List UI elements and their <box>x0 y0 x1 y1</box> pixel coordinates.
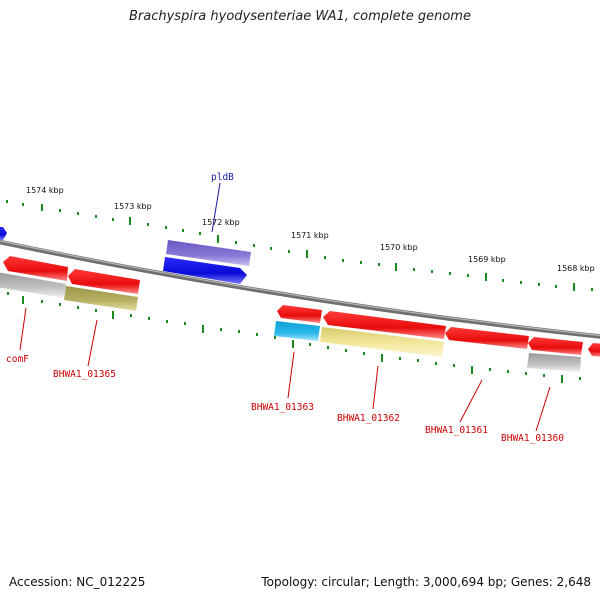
gene-BHWA1_01363-feature[interactable] <box>274 321 320 341</box>
gene-label-pldB[interactable]: pldB <box>211 172 234 183</box>
gene-label-BHWA1_01365[interactable]: BHWA1_01365 <box>53 369 116 380</box>
genome-summary-text: Topology: circular; Length: 3,000,694 bp… <box>261 575 591 589</box>
gene-BHWA1_01363-arrow[interactable] <box>277 305 322 323</box>
gene-arrow[interactable] <box>0 227 7 240</box>
ruler-label-1574: 1574 kbp <box>26 186 64 195</box>
gene-BHWA1_01365-feature[interactable] <box>64 286 138 311</box>
ruler-label-1573: 1573 kbp <box>114 202 152 211</box>
gene-BHWA1_01362-feature[interactable] <box>320 327 444 357</box>
gene-arrow-edge[interactable] <box>588 343 600 357</box>
ruler-label-1568: 1568 kbp <box>557 264 595 273</box>
genome-title: Brachyspira hyodysenteriae WA1, complete… <box>129 9 471 24</box>
gene-BHWA1_01361-arrow[interactable] <box>445 327 529 349</box>
gene-pldB-feature[interactable] <box>166 240 251 266</box>
gene-label-BHWA1_01361[interactable]: BHWA1_01361 <box>425 425 488 436</box>
gene-pldB-arrow[interactable] <box>163 257 247 284</box>
gene-label-BHWA1_01363[interactable]: BHWA1_01363 <box>251 402 314 413</box>
ruler-label-1571: 1571 kbp <box>291 231 329 240</box>
inner-ruler <box>7 292 581 383</box>
genome-backbone-highlight <box>0 240 600 337</box>
gene-BHWA1_01365-arrow[interactable] <box>68 269 140 294</box>
accession-text: Accession: NC_012225 <box>9 575 146 589</box>
reverse-strand-genes <box>0 256 600 372</box>
gene-BHWA1_01360-feature[interactable] <box>527 353 581 372</box>
gene-BHWA1_01360-arrow[interactable] <box>528 337 583 355</box>
label-leaders <box>19 182 551 432</box>
gene-label-comF[interactable]: comF <box>6 354 29 365</box>
gene-label-BHWA1_01360[interactable]: BHWA1_01360 <box>501 433 564 444</box>
gene-comF-feature[interactable] <box>0 272 66 298</box>
gene-comF-arrow[interactable] <box>3 256 68 281</box>
forward-strand-genes <box>0 227 251 284</box>
ruler-label-1570: 1570 kbp <box>380 243 418 252</box>
gene-BHWA1_01362-arrow[interactable] <box>323 311 446 339</box>
ruler-label-1569: 1569 kbp <box>468 255 506 264</box>
outer-ruler <box>6 200 593 291</box>
genome-backbone <box>0 239 600 339</box>
gene-label-BHWA1_01362[interactable]: BHWA1_01362 <box>337 413 400 424</box>
ruler-label-1572: 1572 kbp <box>202 218 240 227</box>
